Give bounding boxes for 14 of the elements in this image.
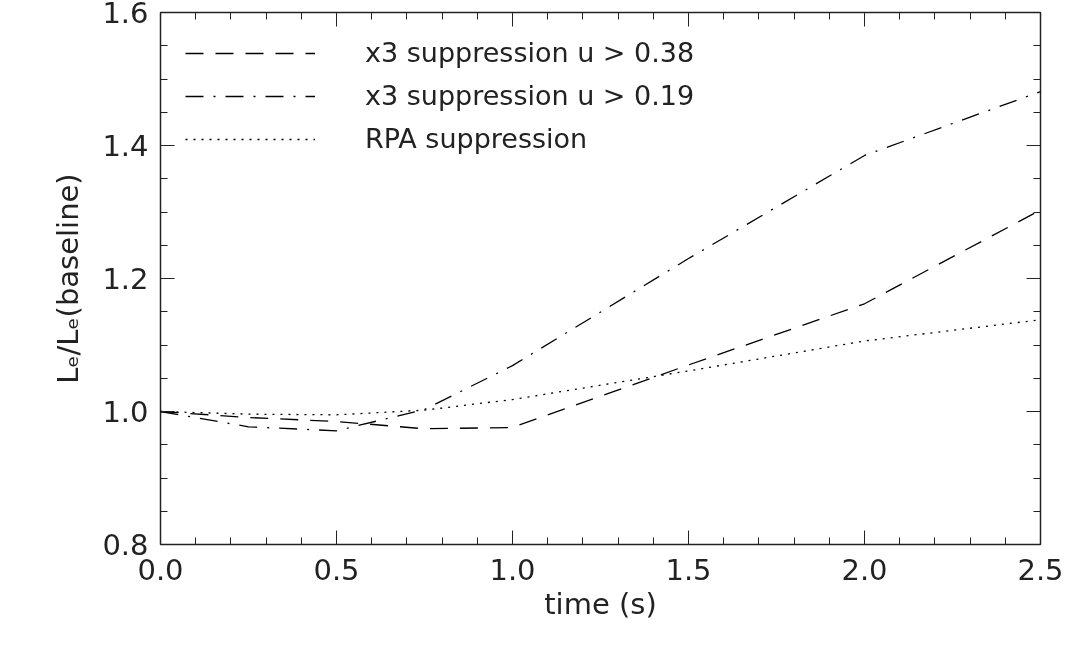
- x-axis-title: time (s): [544, 586, 657, 621]
- y-tick-label: 1.4: [102, 129, 149, 163]
- x-tick-label: 1.0: [489, 552, 536, 587]
- x-tick-label: 0.5: [313, 552, 360, 587]
- legend-label: x3 suppression u > 0.38: [365, 37, 695, 68]
- y-tick-label: 1.0: [102, 395, 149, 429]
- x-tick-label: 2.0: [841, 552, 888, 587]
- y-tick-label: 1.6: [102, 0, 149, 30]
- legend-label: RPA suppression: [365, 123, 588, 154]
- y-tick-label: 1.2: [102, 262, 149, 296]
- x-tick-label: 1.5: [665, 552, 712, 587]
- x-tick-label: 2.5: [1017, 552, 1064, 587]
- legend-label: x3 suppression u > 0.19: [365, 80, 695, 111]
- y-axis-title: Lₑ/Lₑ(baseline): [51, 173, 86, 384]
